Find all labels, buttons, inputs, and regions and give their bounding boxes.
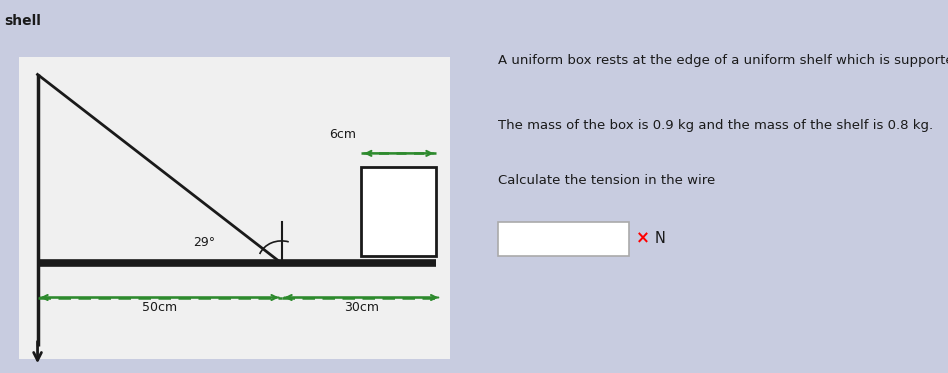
FancyBboxPatch shape xyxy=(498,222,629,256)
Bar xyxy=(361,167,436,256)
Text: A uniform box rests at the edge of a uniform shelf which is supported by a wire.: A uniform box rests at the edge of a uni… xyxy=(498,54,948,67)
Text: The mass of the box is 0.9 kg and the mass of the shelf is 0.8 kg.: The mass of the box is 0.9 kg and the ma… xyxy=(498,119,933,132)
FancyBboxPatch shape xyxy=(19,57,450,359)
Text: Calculate the tension in the wire: Calculate the tension in the wire xyxy=(498,174,715,187)
Text: N: N xyxy=(655,231,665,246)
Text: 50cm: 50cm xyxy=(142,301,177,314)
Text: 29°: 29° xyxy=(193,236,215,250)
Text: 6cm: 6cm xyxy=(329,128,356,141)
Text: shell: shell xyxy=(5,14,42,28)
Text: 30cm: 30cm xyxy=(344,301,379,314)
Text: ×: × xyxy=(636,229,649,247)
